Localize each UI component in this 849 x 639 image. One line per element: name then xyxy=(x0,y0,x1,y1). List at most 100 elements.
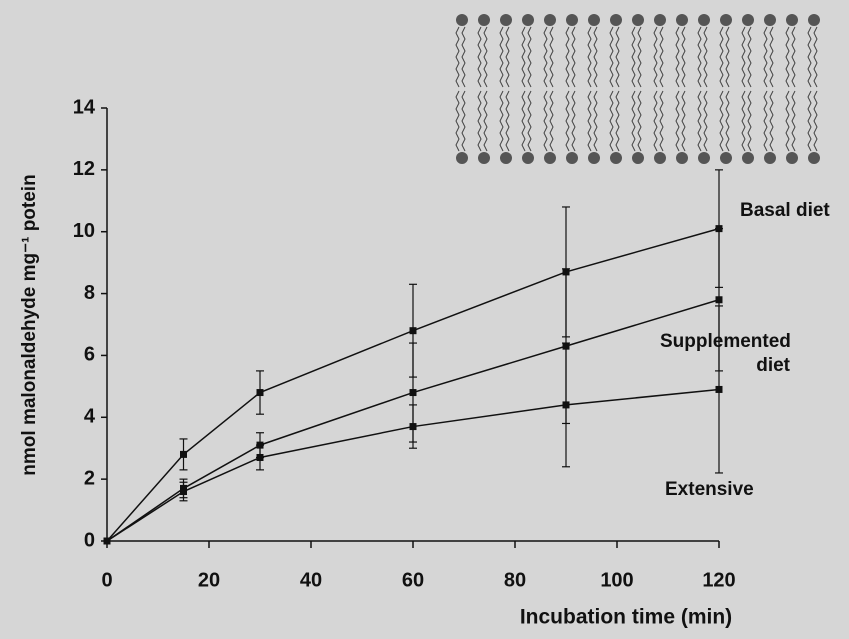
lipid-tail xyxy=(725,26,730,88)
y-tick-label: 14 xyxy=(73,96,96,118)
lipid-head xyxy=(478,14,490,26)
lipid-tail xyxy=(521,90,526,152)
lipid-head xyxy=(764,14,776,26)
lipid-tail xyxy=(785,26,790,88)
series-line xyxy=(106,227,720,542)
lipid-head xyxy=(500,152,512,164)
marker xyxy=(715,385,723,393)
lipid-tail xyxy=(609,90,614,152)
lipid-head xyxy=(654,152,666,164)
lipid-tail xyxy=(791,90,796,152)
lipid-tail xyxy=(659,90,664,152)
x-tick-label: 20 xyxy=(198,569,220,591)
lipid-tail xyxy=(499,90,504,152)
lipid-head xyxy=(786,14,798,26)
lipid-tail xyxy=(505,26,510,88)
y-tick-label: 6 xyxy=(84,344,95,366)
lipid-tail xyxy=(769,26,774,88)
marker xyxy=(103,537,111,545)
lipid-tail xyxy=(785,90,790,152)
lipid-head xyxy=(786,152,798,164)
series-label: Supplemented diet xyxy=(660,331,791,376)
lipid-tail xyxy=(455,26,460,88)
lipid-tail xyxy=(505,90,510,152)
series-label: Basal diet xyxy=(740,200,830,221)
lipid-tail xyxy=(763,26,768,88)
lipid-tail xyxy=(571,90,576,152)
lipid-head xyxy=(522,14,534,26)
marker xyxy=(715,296,723,304)
lipid-head xyxy=(566,14,578,26)
lipid-tail xyxy=(483,90,488,152)
lipid-tail xyxy=(697,90,702,152)
lipid-head xyxy=(698,14,710,26)
lipid-tail xyxy=(703,90,708,152)
lipid-head xyxy=(742,152,754,164)
y-tick-label: 12 xyxy=(73,158,95,180)
x-axis-label: Incubation time (min) xyxy=(520,606,732,629)
lipid-tail xyxy=(549,26,554,88)
lipid-tail xyxy=(697,26,702,88)
marker xyxy=(409,327,417,335)
lipid-tail xyxy=(631,26,636,88)
marker xyxy=(562,401,570,409)
y-tick-label: 0 xyxy=(84,529,95,551)
lipid-head xyxy=(676,14,688,26)
lipid-tail xyxy=(659,26,664,88)
x-tick-label: 60 xyxy=(402,569,424,591)
lipid-tail xyxy=(571,26,576,88)
lipid-head xyxy=(456,14,468,26)
lipid-tail xyxy=(477,90,482,152)
lipid-tail xyxy=(587,90,592,152)
lipid-head xyxy=(588,14,600,26)
lipid-head xyxy=(500,14,512,26)
lipid-tail xyxy=(703,26,708,88)
lipid-tail xyxy=(747,26,752,88)
series-label: Extensive xyxy=(665,479,754,500)
lipid-tail xyxy=(527,90,532,152)
lipid-tail xyxy=(681,90,686,152)
lipid-tail xyxy=(675,26,680,88)
lipid-tail xyxy=(543,90,548,152)
y-tick-label: 2 xyxy=(84,467,95,489)
lipid-head xyxy=(808,152,820,164)
lipid-tail xyxy=(653,90,658,152)
lipid-tail xyxy=(615,90,620,152)
lipid-tail xyxy=(813,90,818,152)
marker xyxy=(256,453,264,461)
lipid-tail xyxy=(587,26,592,88)
lipid-head xyxy=(456,152,468,164)
lipid-head xyxy=(764,152,776,164)
lipid-tail xyxy=(741,26,746,88)
lipid-head xyxy=(698,152,710,164)
membrane-illustration xyxy=(455,14,820,164)
lipid-head xyxy=(610,14,622,26)
lipid-head xyxy=(654,14,666,26)
lipid-tail xyxy=(791,26,796,88)
lipid-head xyxy=(720,14,732,26)
x-tick-label: 100 xyxy=(600,569,633,591)
lipid-tail xyxy=(455,90,460,152)
lipid-head xyxy=(588,152,600,164)
lipid-tail xyxy=(637,26,642,88)
lipid-tail xyxy=(719,90,724,152)
lipid-head xyxy=(676,152,688,164)
lipid-tail xyxy=(631,90,636,152)
lipid-tail xyxy=(461,26,466,88)
lipid-head xyxy=(742,14,754,26)
y-axis-label: nmol malonaldehyde mg⁻¹ potein xyxy=(19,174,40,475)
y-tick-label: 10 xyxy=(73,220,95,242)
lipid-head xyxy=(632,14,644,26)
lipid-tail xyxy=(565,90,570,152)
lipid-tail xyxy=(461,90,466,152)
lipid-tail xyxy=(477,26,482,88)
lipid-tail xyxy=(725,90,730,152)
lipid-tail xyxy=(593,26,598,88)
marker xyxy=(409,389,417,397)
lipid-head xyxy=(610,152,622,164)
lipid-tail xyxy=(769,90,774,152)
lipid-tail xyxy=(747,90,752,152)
lipid-tail xyxy=(593,90,598,152)
lipid-tail xyxy=(807,26,812,88)
